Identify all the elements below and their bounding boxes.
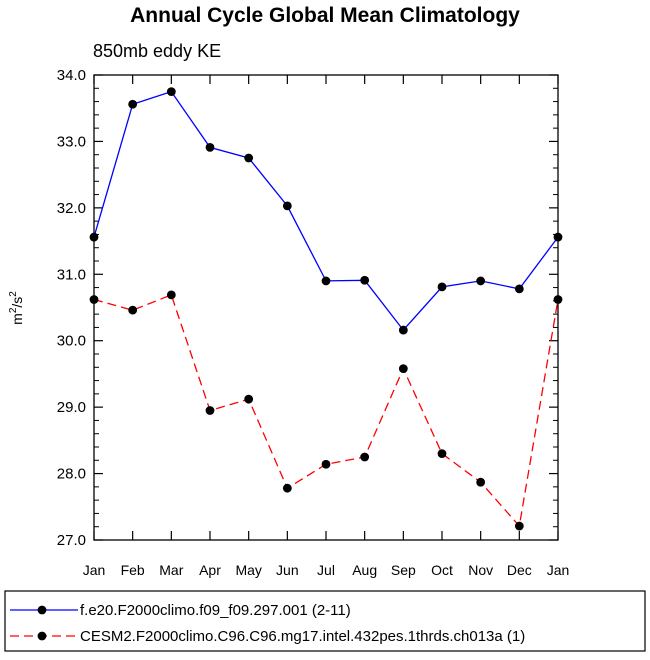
x-tick-labels: Jan Feb Mar Apr May Jun Jul Aug Sep Oct Nov Dec Jan bbox=[83, 562, 570, 578]
y-tick-label: 28.0 bbox=[57, 466, 86, 483]
y-tick-label: 33.0 bbox=[57, 133, 86, 150]
x-tick-label: Sep bbox=[391, 562, 416, 578]
x-tick-label: May bbox=[235, 562, 261, 578]
series-2-point bbox=[321, 459, 331, 469]
legend-label-1: f.e20.F2000climo.f09_f09.297.001 (2-11) bbox=[80, 602, 351, 619]
y-axis-label-mid: /s bbox=[9, 297, 25, 308]
series-1-point bbox=[437, 282, 447, 292]
x-tick-label: Apr bbox=[199, 562, 221, 578]
series-1-point bbox=[321, 276, 331, 286]
y-tick-label: 27.0 bbox=[57, 532, 86, 549]
y-tick-labels: 27.0 28.0 29.0 30.0 31.0 32.0 33.0 34.0 bbox=[57, 67, 86, 549]
series-2-point bbox=[514, 521, 524, 531]
series-1-point bbox=[514, 284, 524, 294]
series-2-point bbox=[166, 290, 176, 300]
series-2-point bbox=[476, 477, 486, 487]
x-tick-label: Oct bbox=[431, 562, 453, 578]
series-2-point bbox=[360, 452, 370, 462]
series-2-point bbox=[205, 406, 215, 415]
x-tick-label: Jun bbox=[276, 562, 299, 578]
legend-label-2: CESM2.F2000climo.C96.C96.mg17.intel.432p… bbox=[80, 628, 525, 645]
y-tick-label: 29.0 bbox=[57, 399, 86, 416]
chart-title: Annual Cycle Global Mean Climatology bbox=[130, 4, 520, 27]
series-1-point bbox=[205, 143, 215, 152]
x-tick-label: Feb bbox=[121, 562, 145, 578]
axis-ticks bbox=[93, 74, 559, 541]
x-tick-label: Aug bbox=[352, 562, 377, 578]
series-2-point bbox=[128, 305, 138, 315]
legend-marker-1 bbox=[37, 605, 47, 615]
series-1-point bbox=[244, 153, 254, 163]
chart-subtitle: 850mb eddy KE bbox=[93, 41, 221, 61]
x-tick-label: Jan bbox=[83, 562, 106, 578]
legend-marker-2 bbox=[37, 631, 47, 641]
y-tick-label: 31.0 bbox=[57, 266, 86, 283]
series-line-2 bbox=[93, 294, 559, 528]
series-2-point bbox=[282, 483, 292, 493]
x-tick-label: Mar bbox=[159, 562, 183, 578]
y-axis-label-base: m bbox=[9, 313, 25, 325]
series-2-point bbox=[437, 449, 447, 459]
x-tick-label: Jan bbox=[547, 562, 570, 578]
series-line-1 bbox=[93, 90, 559, 332]
y-axis-label: m2/s2 bbox=[8, 291, 25, 325]
plot-frame bbox=[93, 74, 559, 541]
series-1-point bbox=[476, 276, 486, 286]
y-tick-label: 34.0 bbox=[57, 67, 86, 84]
legend: f.e20.F2000climo.f09_f09.297.001 (2-11) C… bbox=[4, 590, 646, 652]
series-1-point bbox=[166, 87, 176, 97]
series-1-point bbox=[128, 99, 138, 109]
series-layer bbox=[89, 87, 563, 531]
y-tick-label: 32.0 bbox=[57, 200, 86, 217]
y-axis-label-sup1: 2 bbox=[8, 307, 19, 313]
series-1-point bbox=[360, 275, 370, 285]
x-tick-label: Nov bbox=[468, 562, 493, 578]
series-2-point bbox=[398, 364, 408, 374]
x-tick-label: Jul bbox=[317, 562, 335, 578]
legend-box bbox=[4, 590, 646, 652]
y-tick-label: 30.0 bbox=[57, 333, 86, 350]
y-axis-label-sup2: 2 bbox=[8, 291, 19, 297]
series-2-point bbox=[244, 394, 254, 404]
series-1-point bbox=[398, 325, 408, 335]
series-1-point bbox=[282, 201, 292, 211]
x-tick-label: Dec bbox=[507, 562, 532, 578]
